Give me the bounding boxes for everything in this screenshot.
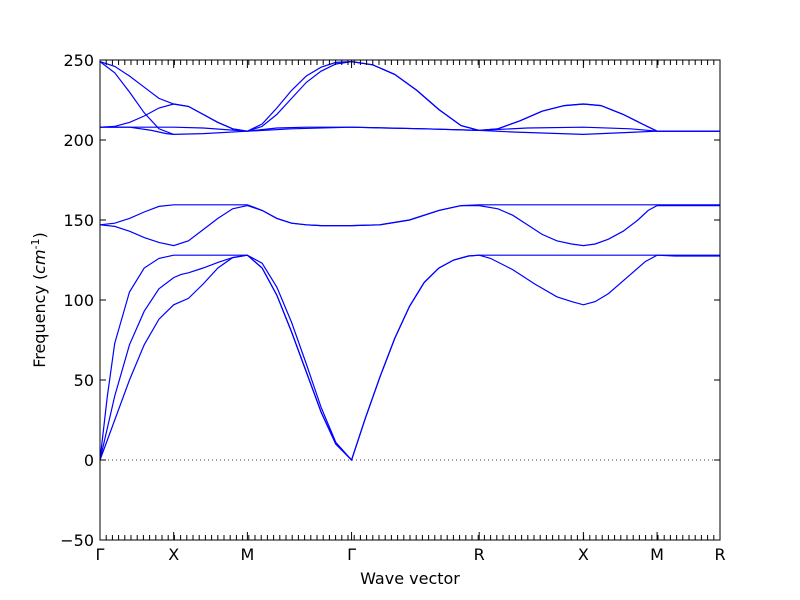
band-line-5 bbox=[99, 204, 720, 227]
y-axis-label-text: Frequency bbox=[30, 285, 49, 368]
y-axis-label: Frequency (cm-1) bbox=[29, 232, 49, 368]
x-tick-label-3: Γ bbox=[347, 545, 356, 564]
band-line-3 bbox=[99, 254, 352, 461]
x-tick-label-2: M bbox=[240, 545, 254, 564]
y-tick-label-3: 100 bbox=[63, 291, 94, 310]
y-axis-label-unit: cm bbox=[30, 249, 49, 273]
y-tick-label-6: 250 bbox=[63, 51, 94, 70]
y-tick-label-0: −50 bbox=[60, 531, 94, 550]
band-line-9 bbox=[99, 60, 720, 132]
x-tick-label-5: X bbox=[578, 545, 589, 564]
y-tick-label-2: 50 bbox=[74, 371, 94, 390]
x-tick-label-0: Γ bbox=[96, 545, 105, 564]
band-line-6 bbox=[100, 126, 720, 136]
plot-area bbox=[99, 60, 720, 462]
band-line-7 bbox=[100, 126, 720, 132]
y-tick-label-5: 200 bbox=[63, 131, 94, 150]
tick-labels: −50 0 50 100 150 200 250 Γ X M Γ R X M R bbox=[60, 51, 725, 564]
x-tick-label-4: R bbox=[474, 545, 485, 564]
band-line-10 bbox=[99, 61, 174, 135]
x-axis-label: Wave vector bbox=[360, 569, 460, 588]
x-tick-label-6: M bbox=[650, 545, 664, 564]
y-axis-label-exponent: -1 bbox=[29, 238, 42, 249]
y-tick-label-4: 150 bbox=[63, 211, 94, 230]
x-tick-label-7: R bbox=[714, 545, 725, 564]
plot-frame bbox=[99, 59, 721, 541]
y-tick-label-1: 0 bbox=[84, 451, 94, 470]
x-tick-label-1: X bbox=[168, 545, 179, 564]
